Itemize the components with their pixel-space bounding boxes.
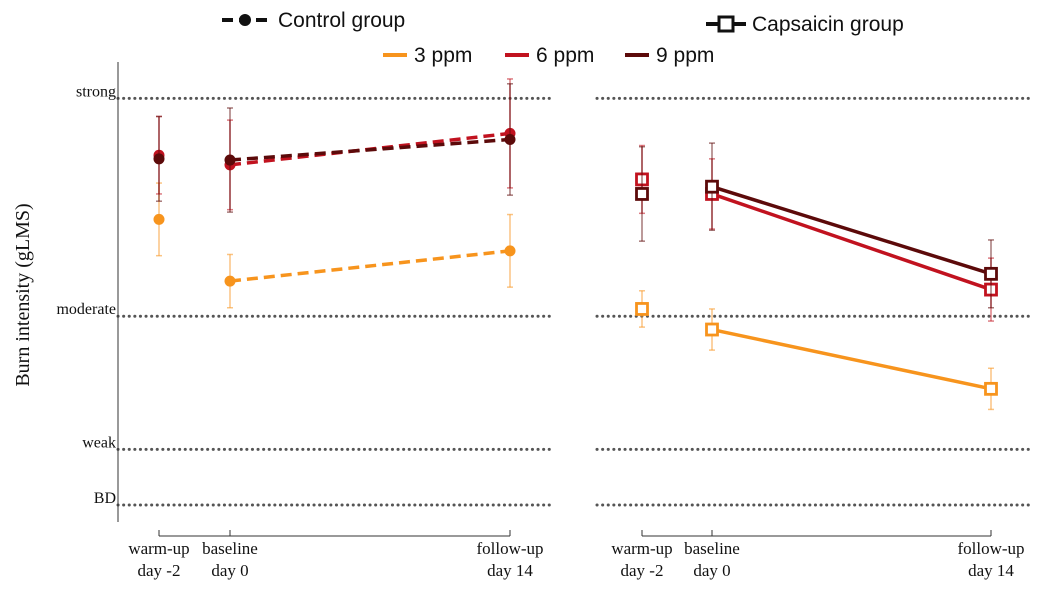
data-point [224, 154, 236, 166]
legend-9ppm-label: 9 ppm [656, 44, 714, 67]
series-line [711, 185, 992, 276]
data-point [705, 179, 719, 194]
legend-6ppm-label: 6 ppm [536, 44, 594, 67]
x-tick-label: day 0 [693, 561, 730, 580]
x-tick-label: follow-up [957, 539, 1024, 558]
legend: Control group Capsaicin group 3 ppm 6 pp… [222, 9, 904, 67]
control-panel: strong moderate weak BD warm-up day -2 baselin… [56, 62, 554, 580]
x-tick-label: warm-up [128, 539, 189, 558]
legend-3ppm-label: 3 ppm [414, 44, 472, 67]
legend-capsaicin-marker [717, 15, 735, 33]
x-tick-label: day 14 [487, 561, 533, 580]
series-line [229, 137, 511, 162]
x-tick-label: warm-up [611, 539, 672, 558]
x-tick-label: day 14 [968, 561, 1014, 580]
series-line [711, 192, 992, 292]
ref-label-weak: weak [82, 434, 116, 451]
panels: strong moderate weak BD warm-up day -2 baselin… [56, 62, 1032, 580]
x-tick-label: baseline [684, 539, 740, 558]
legend-capsaicin-label: Capsaicin group [752, 13, 904, 36]
data-point [224, 275, 236, 287]
data-point [504, 133, 516, 145]
series-9-ppm [153, 83, 516, 213]
x-tick-label: day 0 [211, 561, 248, 580]
series-line [711, 327, 992, 391]
ref-label-moderate: moderate [56, 301, 116, 318]
data-point [705, 322, 719, 337]
ref-label-strong: strong [76, 83, 116, 100]
y-axis-title: Burn intensity (gLMS) [12, 203, 34, 386]
data-point [984, 381, 998, 396]
legend-control-label: Control group [278, 9, 405, 32]
series-line [229, 249, 511, 283]
data-point [635, 302, 649, 316]
x-tick-label: follow-up [476, 539, 543, 558]
data-point [153, 153, 165, 165]
data-point [504, 245, 516, 257]
data-point [635, 187, 649, 201]
series-6-ppm [635, 144, 998, 322]
capsaicin-panel: warm-up day -2 baseline day 0 follow-up day 1… [595, 96, 1032, 580]
ref-label-bd: BD [94, 490, 116, 507]
data-point [153, 213, 165, 225]
x-tick-label: day -2 [621, 561, 664, 580]
legend-control-marker [239, 14, 251, 26]
series-3-ppm [635, 290, 998, 411]
x-tick-label: baseline [202, 539, 258, 558]
series-3-ppm [153, 182, 516, 309]
data-point [984, 266, 998, 281]
x-tick-label: day -2 [138, 561, 181, 580]
series-9-ppm [635, 142, 998, 309]
